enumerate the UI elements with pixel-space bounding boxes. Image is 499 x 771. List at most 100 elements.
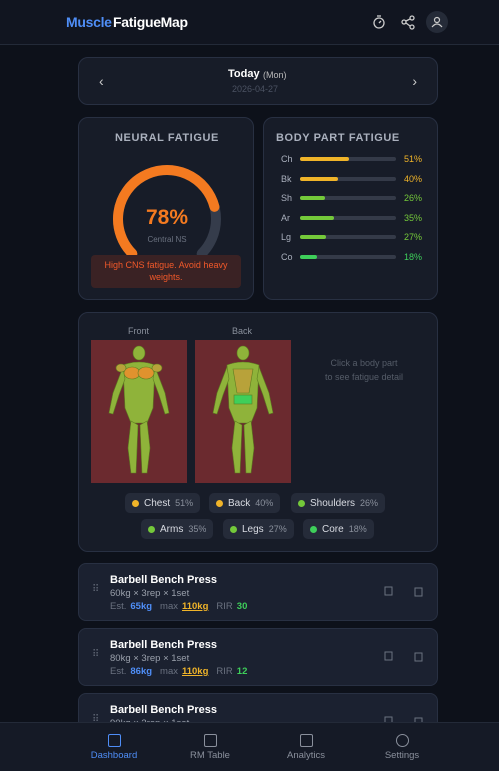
front-figure [108, 345, 170, 474]
card-actions [384, 651, 423, 662]
chip-value: 51% [175, 498, 194, 508]
chip-dot [298, 499, 305, 507]
nav-icon [204, 734, 217, 747]
profile-icon [431, 16, 443, 28]
nav-item[interactable]: RM Table [170, 731, 250, 767]
nav-label: RM Table [190, 750, 230, 761]
chip-name: Chest [144, 497, 171, 509]
rir-value: 30 [236, 601, 248, 612]
chip-value: 35% [188, 524, 207, 534]
card-actions [384, 586, 423, 597]
bar-value-label: 26% [404, 193, 423, 204]
chip-dot [310, 525, 317, 533]
bar-track [300, 176, 396, 181]
copy-button[interactable] [384, 586, 393, 596]
rir-value: 12 [236, 666, 248, 677]
bar-track [300, 196, 396, 201]
gauge-fill [113, 165, 220, 259]
est-label: Est. [110, 601, 127, 612]
chip-name: Back [228, 497, 251, 509]
bar [300, 176, 339, 181]
exercise-name: Barbell Bench Press [110, 639, 217, 651]
legend-chip[interactable]: Legs 27% [223, 519, 294, 539]
neural-sublabel: Central NS [147, 235, 187, 244]
part-abbr: Bk [281, 173, 292, 184]
bar [300, 215, 334, 220]
nav-item[interactable]: Settings [362, 731, 442, 767]
drag-handle: ⠿ [92, 649, 99, 660]
delete-button[interactable] [414, 587, 423, 597]
bar [300, 255, 318, 259]
bar [300, 157, 349, 161]
neural-warning: High CNS fatigue. Avoid heavy weights. [91, 255, 241, 288]
legend-chip[interactable]: Back 40% [209, 493, 281, 513]
header: Muscle FatigueMap [0, 0, 499, 45]
exercise-detail: 80kg × 3rep × 1set [110, 653, 190, 664]
est-value: 86kg [130, 666, 153, 677]
bar-track [300, 215, 396, 220]
bar-value-label: 18% [404, 252, 423, 262]
chip-value: 26% [360, 498, 379, 508]
exercise-name: Barbell Bench Press [110, 574, 217, 586]
bar-value-label: 27% [404, 232, 423, 243]
delete-button[interactable] [414, 652, 423, 662]
body-part-title: BODY PART FATIGUE [276, 132, 400, 144]
est-value: 65kg [130, 601, 153, 612]
weekday: (Mon) [263, 70, 287, 80]
chip-value: 40% [255, 498, 274, 508]
date-value: 2026-04-27 [232, 84, 279, 94]
body-part-card: BODY PART FATIGUE Ch 51% Bk 40% Sh 26% Ar 35% Lg… [263, 117, 438, 300]
exercise-stats: Est. 86kg max 110kg RIR 12 [110, 666, 247, 677]
prev-day[interactable]: ‹ [99, 73, 104, 89]
chip-name: Core [322, 523, 344, 535]
share-icon[interactable] [401, 15, 415, 30]
bottom-nav: Dashboard RM Table Analytics Settings [0, 722, 499, 771]
timer-icon[interactable] [373, 15, 385, 29]
nav-icon [396, 734, 409, 747]
legend-chip[interactable]: Chest 51% [125, 493, 201, 513]
bar [300, 196, 325, 201]
date-card: ‹ › Today (Mon) 2026-04-27 [78, 57, 438, 105]
legend-chip[interactable]: Shoulders 26% [291, 493, 386, 513]
hint-line: Click a body part [330, 358, 398, 368]
part-abbr: Co [281, 252, 293, 262]
legend-chip[interactable]: Core 18% [303, 519, 374, 539]
nav-icon [300, 734, 313, 747]
legend-chip[interactable]: Arms 35% [141, 519, 214, 539]
exercise-detail: 60kg × 3rep × 1set [110, 588, 190, 599]
nav-item[interactable]: Analytics [266, 731, 346, 767]
bar-track [300, 235, 396, 240]
bar-value-label: 35% [404, 212, 423, 223]
rir-label: RIR [216, 666, 233, 677]
neural-title: NEURAL FATIGUE [115, 132, 219, 144]
nav-label: Dashboard [90, 750, 138, 761]
bar-value-label: 40% [404, 173, 423, 184]
est-label: Est. [110, 666, 127, 677]
drag-handle: ⠿ [92, 584, 99, 595]
neural-card: NEURAL FATIGUE 78% Central NS High CNS fat… [78, 117, 254, 300]
body-figures [91, 340, 291, 483]
back-label: Back [232, 326, 253, 336]
copy-button[interactable] [384, 651, 393, 661]
chip-dot [230, 525, 237, 533]
next-day[interactable]: › [412, 73, 417, 89]
bar-track [300, 255, 396, 259]
nav-item[interactable]: Dashboard [74, 731, 154, 767]
part-abbr: Ar [281, 212, 290, 223]
exercise-card[interactable]: ⠿ Barbell Bench Press 80kg × 3rep × 1set Es… [78, 628, 438, 686]
logo-muscle: Muscle [66, 14, 112, 30]
chip-dot [148, 525, 155, 533]
drag-handle: ⠿ [92, 714, 99, 725]
chip-name: Shoulders [310, 497, 356, 509]
neural-value: 78% [145, 206, 189, 229]
back-figure [212, 345, 274, 474]
gauge [113, 165, 221, 259]
chip-value: 18% [348, 524, 367, 534]
exercise-card[interactable]: ⠿ Barbell Bench Press 60kg × 3rep × 1set Es… [78, 563, 438, 621]
chip-name: Legs [242, 523, 264, 535]
hint-line: to see fatigue detail [324, 372, 404, 382]
max-value: 110kg [181, 666, 209, 677]
nav-icon [108, 734, 121, 747]
bar [300, 235, 326, 240]
